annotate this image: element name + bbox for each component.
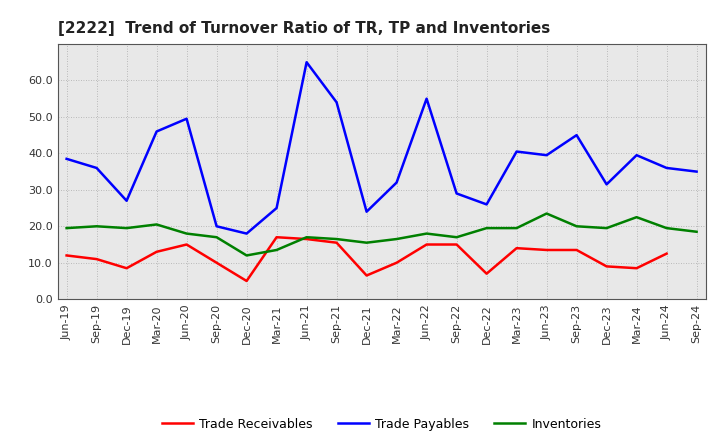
Trade Receivables bbox=[362, 273, 371, 278]
Inventories bbox=[632, 215, 641, 220]
Trade Payables bbox=[153, 129, 161, 134]
Trade Receivables bbox=[272, 235, 281, 240]
Trade Receivables bbox=[452, 242, 461, 247]
Inventories bbox=[513, 225, 521, 231]
Trade Receivables bbox=[542, 247, 551, 253]
Trade Payables bbox=[482, 202, 491, 207]
Trade Payables bbox=[302, 59, 311, 65]
Inventories bbox=[272, 247, 281, 253]
Trade Payables bbox=[362, 209, 371, 214]
Inventories bbox=[662, 225, 671, 231]
Inventories bbox=[302, 235, 311, 240]
Trade Payables bbox=[662, 165, 671, 171]
Trade Receivables bbox=[333, 240, 341, 246]
Trade Payables bbox=[693, 169, 701, 174]
Trade Receivables bbox=[62, 253, 71, 258]
Trade Receivables bbox=[482, 271, 491, 276]
Trade Receivables bbox=[153, 249, 161, 254]
Line: Trade Payables: Trade Payables bbox=[66, 62, 697, 234]
Trade Payables bbox=[452, 191, 461, 196]
Line: Inventories: Inventories bbox=[66, 213, 697, 256]
Inventories bbox=[392, 236, 401, 242]
Trade Receivables bbox=[392, 260, 401, 265]
Inventories bbox=[362, 240, 371, 246]
Trade Receivables bbox=[422, 242, 431, 247]
Trade Receivables bbox=[513, 246, 521, 251]
Inventories bbox=[92, 224, 101, 229]
Inventories bbox=[693, 229, 701, 235]
Line: Trade Receivables: Trade Receivables bbox=[66, 237, 667, 281]
Trade Payables bbox=[333, 100, 341, 105]
Inventories bbox=[182, 231, 191, 236]
Trade Receivables bbox=[92, 257, 101, 262]
Trade Receivables bbox=[242, 279, 251, 284]
Inventories bbox=[122, 225, 131, 231]
Trade Payables bbox=[242, 231, 251, 236]
Inventories bbox=[572, 224, 581, 229]
Trade Payables bbox=[92, 165, 101, 171]
Trade Receivables bbox=[662, 251, 671, 256]
Trade Payables bbox=[182, 116, 191, 121]
Inventories bbox=[333, 236, 341, 242]
Trade Payables bbox=[513, 149, 521, 154]
Trade Payables bbox=[572, 132, 581, 138]
Trade Payables bbox=[632, 153, 641, 158]
Trade Payables bbox=[602, 182, 611, 187]
Trade Receivables bbox=[212, 260, 221, 265]
Inventories bbox=[242, 253, 251, 258]
Trade Receivables bbox=[122, 266, 131, 271]
Inventories bbox=[482, 225, 491, 231]
Trade Receivables bbox=[182, 242, 191, 247]
Inventories bbox=[602, 225, 611, 231]
Inventories bbox=[422, 231, 431, 236]
Trade Receivables bbox=[602, 264, 611, 269]
Inventories bbox=[212, 235, 221, 240]
Trade Receivables bbox=[302, 236, 311, 242]
Trade Receivables bbox=[572, 247, 581, 253]
Trade Receivables bbox=[632, 266, 641, 271]
Trade Payables bbox=[392, 180, 401, 185]
Legend: Trade Receivables, Trade Payables, Inventories: Trade Receivables, Trade Payables, Inven… bbox=[157, 413, 606, 436]
Trade Payables bbox=[422, 96, 431, 101]
Trade Payables bbox=[272, 205, 281, 211]
Inventories bbox=[62, 225, 71, 231]
Trade Payables bbox=[542, 153, 551, 158]
Trade Payables bbox=[62, 156, 71, 161]
Trade Payables bbox=[122, 198, 131, 203]
Trade Payables bbox=[212, 224, 221, 229]
Inventories bbox=[452, 235, 461, 240]
Inventories bbox=[542, 211, 551, 216]
Inventories bbox=[153, 222, 161, 227]
Text: [2222]  Trend of Turnover Ratio of TR, TP and Inventories: [2222] Trend of Turnover Ratio of TR, TP… bbox=[58, 21, 550, 36]
